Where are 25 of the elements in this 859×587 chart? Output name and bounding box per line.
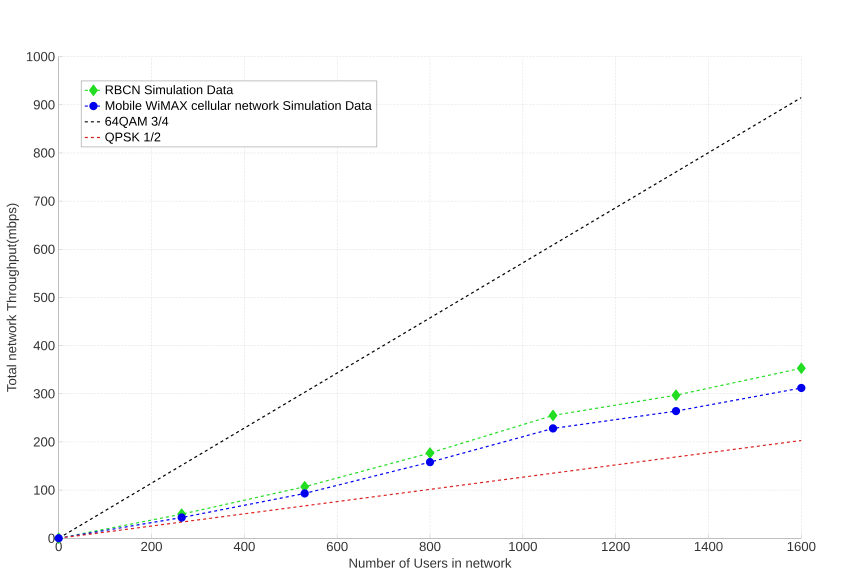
x-tick-label: 600 bbox=[326, 542, 348, 552]
legend-label: QPSK 1/2 bbox=[105, 132, 160, 144]
x-tick-label: 1000 bbox=[509, 542, 537, 552]
x-tick-label: 1400 bbox=[694, 542, 723, 552]
y-tick-label: 1000 bbox=[26, 52, 55, 62]
x-tick-label: 1200 bbox=[602, 542, 630, 552]
x-tick-label: 200 bbox=[141, 542, 162, 552]
y-tick-label: 600 bbox=[34, 244, 55, 254]
y-tick-label: 200 bbox=[34, 437, 55, 447]
legend-label: RBCN Simulation Data bbox=[106, 85, 234, 94]
y-tick-label: 400 bbox=[33, 341, 55, 350]
x-tick-label: 800 bbox=[420, 542, 440, 552]
legend-label: 64QAM 3/4 bbox=[105, 116, 168, 128]
x-tick-label: 400 bbox=[234, 542, 255, 552]
legend-label: Mobile WiMAX cellular network Simulation Data bbox=[106, 100, 372, 110]
y-axis-title: Total network Throughput(mbps) bbox=[6, 204, 19, 392]
y-tick-label: 700 bbox=[34, 196, 55, 206]
y-tick-label: 900 bbox=[34, 100, 55, 110]
x-axis-title: Number of Users in network bbox=[350, 558, 512, 568]
y-tick-label: 800 bbox=[34, 148, 55, 158]
y-tick-label: 100 bbox=[34, 486, 55, 495]
y-tick-label: 500 bbox=[34, 292, 55, 302]
x-tick-label: 1600 bbox=[788, 542, 816, 552]
y-tick-label: 300 bbox=[34, 389, 55, 399]
y-tick-label: 0 bbox=[48, 534, 55, 543]
